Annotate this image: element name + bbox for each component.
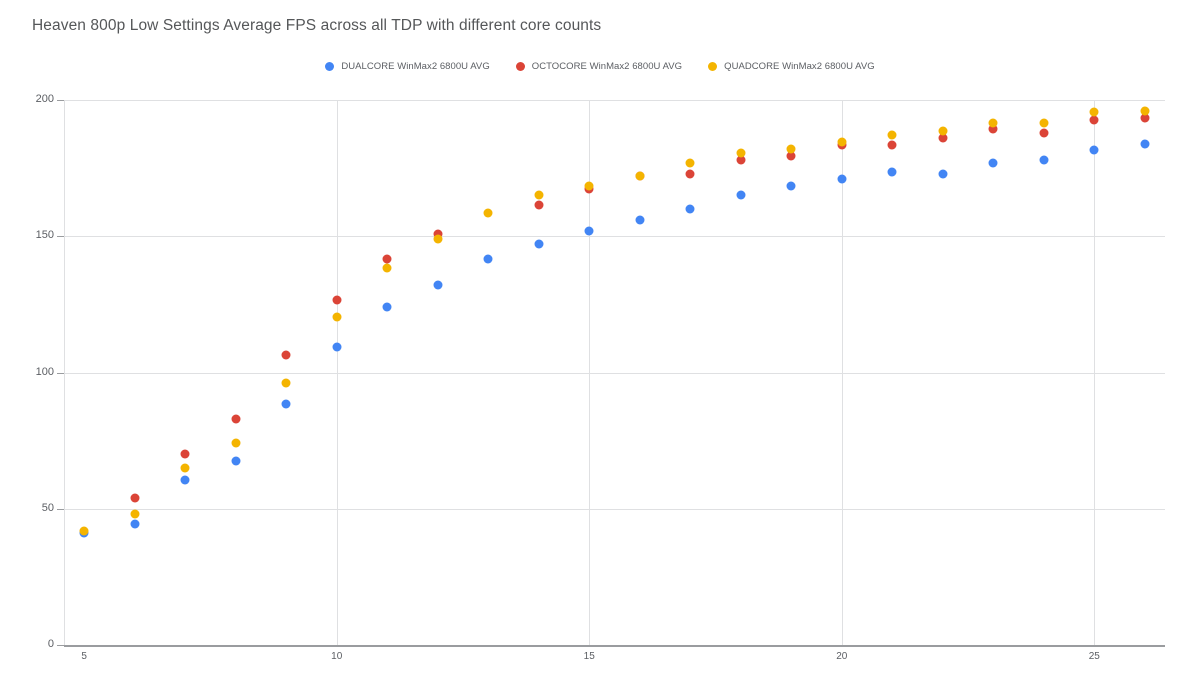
legend-swatch-icon	[325, 62, 335, 71]
data-point[interactable]	[1140, 106, 1150, 116]
data-point[interactable]	[483, 254, 493, 264]
x-gridline	[1094, 100, 1096, 645]
data-point[interactable]	[281, 399, 291, 409]
data-point[interactable]	[1140, 113, 1150, 123]
y-gridline	[64, 372, 1165, 374]
data-point[interactable]	[635, 171, 645, 181]
data-point[interactable]	[231, 414, 241, 424]
y-axis-tick-label: 150	[35, 229, 54, 242]
data-point[interactable]	[736, 155, 746, 165]
data-point[interactable]	[130, 493, 140, 503]
x-axis-tick-label: 25	[1088, 651, 1100, 662]
data-point[interactable]	[231, 438, 241, 448]
data-point[interactable]	[938, 133, 948, 143]
data-point[interactable]	[685, 158, 695, 168]
data-point[interactable]	[887, 167, 897, 177]
data-point[interactable]	[584, 226, 594, 236]
y-gridline	[64, 508, 1165, 510]
data-point[interactable]	[483, 208, 493, 218]
y-gridline	[64, 100, 1165, 101]
x-gridline	[336, 100, 338, 645]
x-gridline	[841, 100, 843, 645]
chart-legend: DUALCORE WinMax2 6800U AVG OCTOCORE WinMa…	[0, 61, 1200, 72]
data-point[interactable]	[332, 342, 342, 352]
data-point[interactable]	[988, 124, 998, 134]
y-axis-tick-mark	[57, 236, 64, 238]
data-point[interactable]	[786, 151, 796, 161]
data-point[interactable]	[988, 158, 998, 168]
x-axis-tick-label: 5	[81, 651, 87, 662]
data-point[interactable]	[1089, 115, 1099, 125]
data-point[interactable]	[180, 475, 190, 485]
legend-swatch-icon	[708, 62, 718, 71]
y-axis-tick-mark	[57, 100, 64, 101]
data-point[interactable]	[534, 239, 544, 249]
data-point[interactable]	[281, 350, 291, 360]
data-point[interactable]	[332, 312, 342, 322]
data-point[interactable]	[1140, 139, 1150, 149]
data-point[interactable]	[79, 526, 89, 536]
data-point[interactable]	[1039, 128, 1049, 138]
legend-item-label: DUALCORE WinMax2 6800U AVG	[341, 61, 490, 72]
data-point[interactable]	[887, 140, 897, 150]
x-axis-line	[64, 645, 1165, 647]
legend-item[interactable]: OCTOCORE WinMax2 6800U AVG	[515, 61, 683, 72]
data-point[interactable]	[736, 148, 746, 158]
data-point[interactable]	[938, 126, 948, 136]
data-point[interactable]	[685, 169, 695, 179]
data-point[interactable]	[837, 174, 847, 184]
y-axis-line	[64, 100, 65, 645]
data-point[interactable]	[1039, 118, 1049, 128]
y-axis-tick-label: 100	[35, 365, 54, 378]
y-axis-tick-label: 50	[41, 501, 54, 514]
data-point[interactable]	[1089, 145, 1099, 155]
data-point[interactable]	[130, 509, 140, 519]
data-point[interactable]	[887, 130, 897, 140]
y-axis-tick-mark	[57, 508, 64, 510]
data-point[interactable]	[180, 463, 190, 473]
y-axis-tick-mark	[57, 372, 64, 374]
data-point[interactable]	[988, 118, 998, 128]
data-point[interactable]	[1089, 107, 1099, 117]
data-point[interactable]	[332, 295, 342, 305]
legend-item[interactable]: QUADCORE WinMax2 6800U AVG	[708, 61, 875, 72]
data-point[interactable]	[534, 200, 544, 210]
data-point[interactable]	[837, 137, 847, 147]
x-axis-tick-label: 10	[331, 651, 343, 662]
data-point[interactable]	[635, 215, 645, 225]
data-point[interactable]	[382, 302, 392, 312]
y-gridline	[64, 236, 1165, 238]
data-point[interactable]	[231, 456, 241, 466]
data-point[interactable]	[281, 378, 291, 388]
y-axis-tick-label: 200	[35, 93, 54, 105]
y-axis-tick-label: 0	[47, 638, 54, 650]
x-axis-tick-label: 20	[836, 651, 848, 662]
data-point[interactable]	[1039, 155, 1049, 165]
data-point[interactable]	[382, 263, 392, 273]
legend-item-label: QUADCORE WinMax2 6800U AVG	[724, 61, 875, 72]
data-point[interactable]	[180, 449, 190, 459]
data-point[interactable]	[130, 519, 140, 529]
x-gridline	[589, 100, 591, 645]
y-axis-tick-mark	[57, 645, 64, 646]
chart-title: Heaven 800p Low Settings Average FPS acr…	[32, 17, 602, 34]
x-axis-tick-label: 15	[583, 651, 595, 662]
data-point[interactable]	[584, 181, 594, 191]
data-point[interactable]	[736, 190, 746, 200]
data-point[interactable]	[382, 254, 392, 264]
legend-item-label: OCTOCORE WinMax2 6800U AVG	[531, 61, 683, 72]
legend-swatch-icon	[515, 62, 525, 71]
legend-item[interactable]: DUALCORE WinMax2 6800U AVG	[325, 61, 490, 72]
data-point[interactable]	[433, 234, 443, 244]
data-point[interactable]	[433, 280, 443, 290]
data-point[interactable]	[786, 144, 796, 154]
data-point[interactable]	[786, 181, 796, 191]
data-point[interactable]	[685, 204, 695, 214]
data-point[interactable]	[534, 190, 544, 200]
data-point[interactable]	[938, 169, 948, 179]
data-point[interactable]	[433, 229, 443, 239]
